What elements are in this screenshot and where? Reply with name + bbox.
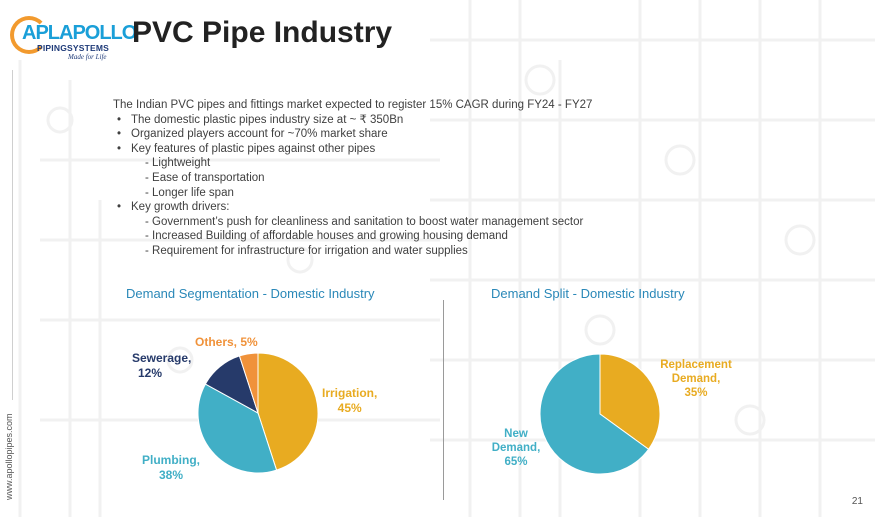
drivers-list: - Government’s push for cleanliness and … [145, 215, 592, 259]
label-sewerage-value: 12% [138, 366, 163, 380]
label-new-demand: New Demand, 65% [486, 427, 546, 469]
logo-tagline: Made for Life [68, 53, 107, 61]
pie-slice-irrigation [257, 352, 319, 471]
label-others: Others, 5% [195, 335, 258, 350]
label-new-demand-name: New Demand, [491, 428, 541, 454]
label-new-demand-value: 65% [504, 456, 528, 468]
company-logo: APLAPOLLO PIPINGSYSTEMS Made for Life [10, 14, 137, 66]
page-title: PVC Pipe Industry [132, 16, 393, 49]
label-sewerage: Sewerage, 12% [132, 351, 191, 381]
label-plumbing-name: Plumbing, [142, 453, 200, 467]
content-block: The Indian PVC pipes and fittings market… [113, 98, 592, 259]
label-others-name: Others, [195, 335, 238, 349]
bullet-list: The domestic plastic pipes industry size… [117, 113, 592, 157]
left-rule [12, 70, 13, 400]
pie-slice-plumbing [197, 383, 278, 474]
bullet-organized-share: Organized players account for ~70% marke… [117, 127, 592, 142]
chart2-title: Demand Split - Domestic Industry [491, 286, 685, 301]
label-replacement-value: 35% [684, 387, 708, 399]
growth-list: Key growth drivers: [117, 200, 592, 215]
label-irrigation: Irrigation, 45% [322, 386, 377, 416]
driver-item: - Increased Building of affordable house… [145, 230, 508, 243]
features-list: - Lightweight - Ease of transportation -… [145, 156, 592, 200]
chart1-title: Demand Segmentation - Domestic Industry [126, 286, 375, 301]
intro-text: The Indian PVC pipes and fittings market… [113, 99, 593, 111]
bullet-key-features: Key features of plastic pipes against ot… [117, 142, 592, 157]
logo-subline: PIPINGSYSTEMS [37, 43, 110, 53]
pie-slice-replacement-demand [599, 353, 661, 450]
feature-item: - Longer life span [145, 186, 234, 199]
driver-item: - Government’s push for cleanliness and … [145, 215, 584, 228]
logo-ring-icon [10, 16, 48, 54]
chart-divider [443, 300, 444, 500]
label-replacement: Replacement Demand, 35% [654, 358, 738, 400]
page-number: 21 [851, 496, 863, 507]
label-irrigation-name: Irrigation, [322, 386, 378, 400]
bullet-growth-drivers: Key growth drivers: [117, 200, 592, 215]
pie-slice-new-demand [539, 353, 650, 475]
label-others-value: 5% [240, 335, 258, 349]
feature-item: - Lightweight [145, 157, 211, 170]
driver-item: - Requirement for infrastructure for irr… [145, 244, 468, 257]
label-plumbing: Plumbing, 38% [142, 453, 200, 483]
label-replacement-name: Replacement Demand, [660, 359, 732, 385]
feature-item: - Ease of transportation [145, 171, 265, 184]
label-plumbing-value: 38% [158, 468, 184, 482]
bullet-industry-size: The domestic plastic pipes industry size… [117, 113, 592, 128]
pie-slice-others [238, 352, 259, 414]
logo-wordmark: APLAPOLLO [22, 22, 137, 44]
label-sewerage-name: Sewerage, [132, 351, 192, 365]
label-irrigation-value: 45% [337, 401, 362, 415]
